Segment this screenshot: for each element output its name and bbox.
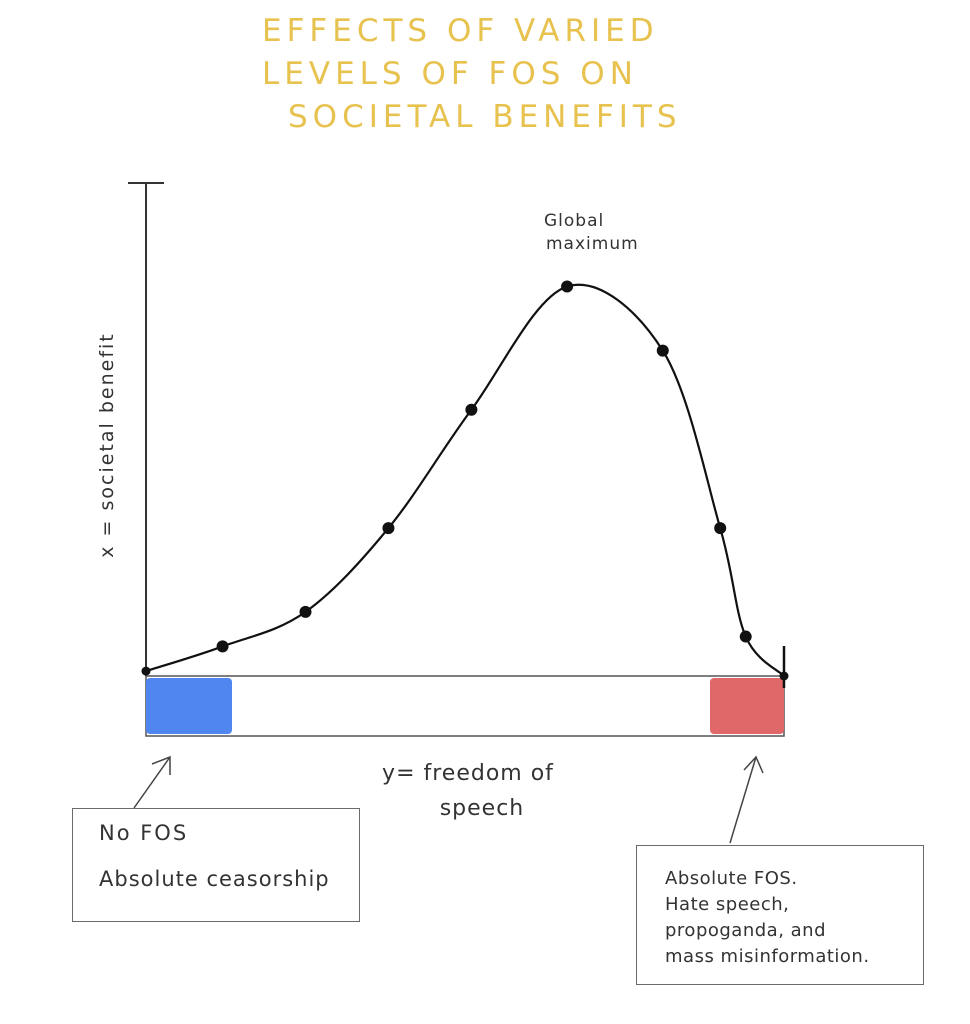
right-arrow [729,755,764,844]
data-point [465,403,478,416]
no-fos-band [146,678,232,734]
absolute-fos-text: Absolute FOS. Hate speech, propoganda, a… [665,868,870,967]
x-axis-label-line-1: y= freedom of [382,761,554,786]
title-line-2: LEVELS OF FOS ON [262,56,638,92]
data-points [141,280,789,681]
no-fos-line-2: Absolute ceasorship [99,867,330,891]
left-arrow [133,755,171,809]
benefit-curve [144,283,786,678]
data-point [382,522,395,535]
no-fos-note: No FOS Absolute ceasorship [72,808,360,922]
y-axis-label: x = societal benefit [96,332,118,558]
title-line-1: EFFECTS OF VARIED [262,13,659,49]
no-fos-line-1: No FOS [99,821,189,845]
data-point [216,640,229,653]
data-point [299,605,312,618]
absolute-fos-note: Absolute FOS. Hate speech, propoganda, a… [636,845,924,985]
x-axis-label-line-2: speech [440,796,525,821]
chart-title: EFFECTS OF VARIED LEVELS OF FOS ON SOCIE… [262,10,702,139]
data-point [779,671,789,681]
spectrum-bar [145,675,785,737]
data-point [561,280,574,293]
data-point [739,630,752,643]
global-maximum-label-1: Global [544,211,604,231]
title-line-3: SOCIETAL BENEFITS [288,99,682,135]
absolute-fos-band [710,678,784,734]
data-point [141,666,151,676]
data-point [714,522,727,535]
global-maximum-label-2: maximum [546,234,639,254]
data-point [656,344,669,357]
